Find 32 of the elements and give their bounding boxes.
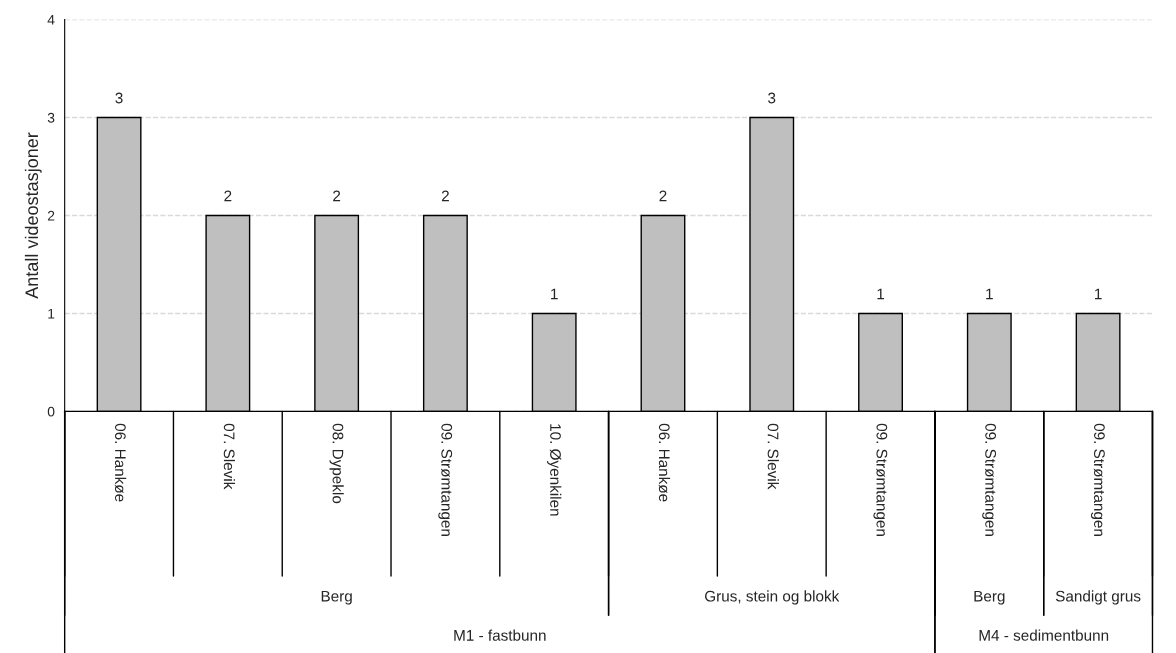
x-tick-label: 09. Strømtangen	[873, 423, 888, 536]
x-tick-label: 06. Hankøe	[114, 423, 127, 502]
data-label: 1	[877, 288, 885, 300]
x-tick-label: 07. Slevik	[767, 423, 779, 490]
x-tick-label: 08. Dypeklo	[329, 423, 344, 504]
text: Grus, stein og blokk	[705, 590, 840, 605]
y-tick-label: 3	[47, 112, 55, 123]
data-label: 1	[551, 288, 558, 300]
data-label: 1	[1095, 288, 1102, 300]
x-tick-label: 06. Hankøe	[658, 423, 671, 502]
y-tick-label: 4	[47, 15, 55, 25]
x-tick-label: 09. Strømtangen	[1090, 423, 1105, 536]
y-tick-label: 0	[47, 406, 55, 417]
data-label: 3	[115, 92, 123, 104]
x-tick-label: 10. Øyenkilen	[547, 424, 562, 516]
text: Berg	[321, 590, 352, 605]
data-label: 2	[659, 190, 667, 202]
data-label: 2	[333, 190, 341, 202]
data-label: 2	[441, 190, 449, 202]
text: Berg	[974, 590, 1005, 605]
data-label: 3	[768, 92, 776, 104]
y-tick-label: 1	[48, 308, 55, 319]
y-tick-label: 2	[47, 210, 55, 221]
text: M4 - sedimentbunn	[979, 629, 1109, 641]
text: M1 - fastbunn	[454, 629, 546, 641]
text: Sandigt grus	[1055, 590, 1141, 605]
x-tick-label: 09. Strømtangen	[982, 423, 997, 536]
x-tick-label: 09. Strømtangen	[438, 423, 453, 536]
data-label: 2	[224, 190, 232, 202]
data-label: 1	[986, 288, 993, 300]
y-axis-title: Antall videostasjoner	[24, 132, 42, 299]
x-tick-label: 07. Slevik	[223, 423, 235, 490]
